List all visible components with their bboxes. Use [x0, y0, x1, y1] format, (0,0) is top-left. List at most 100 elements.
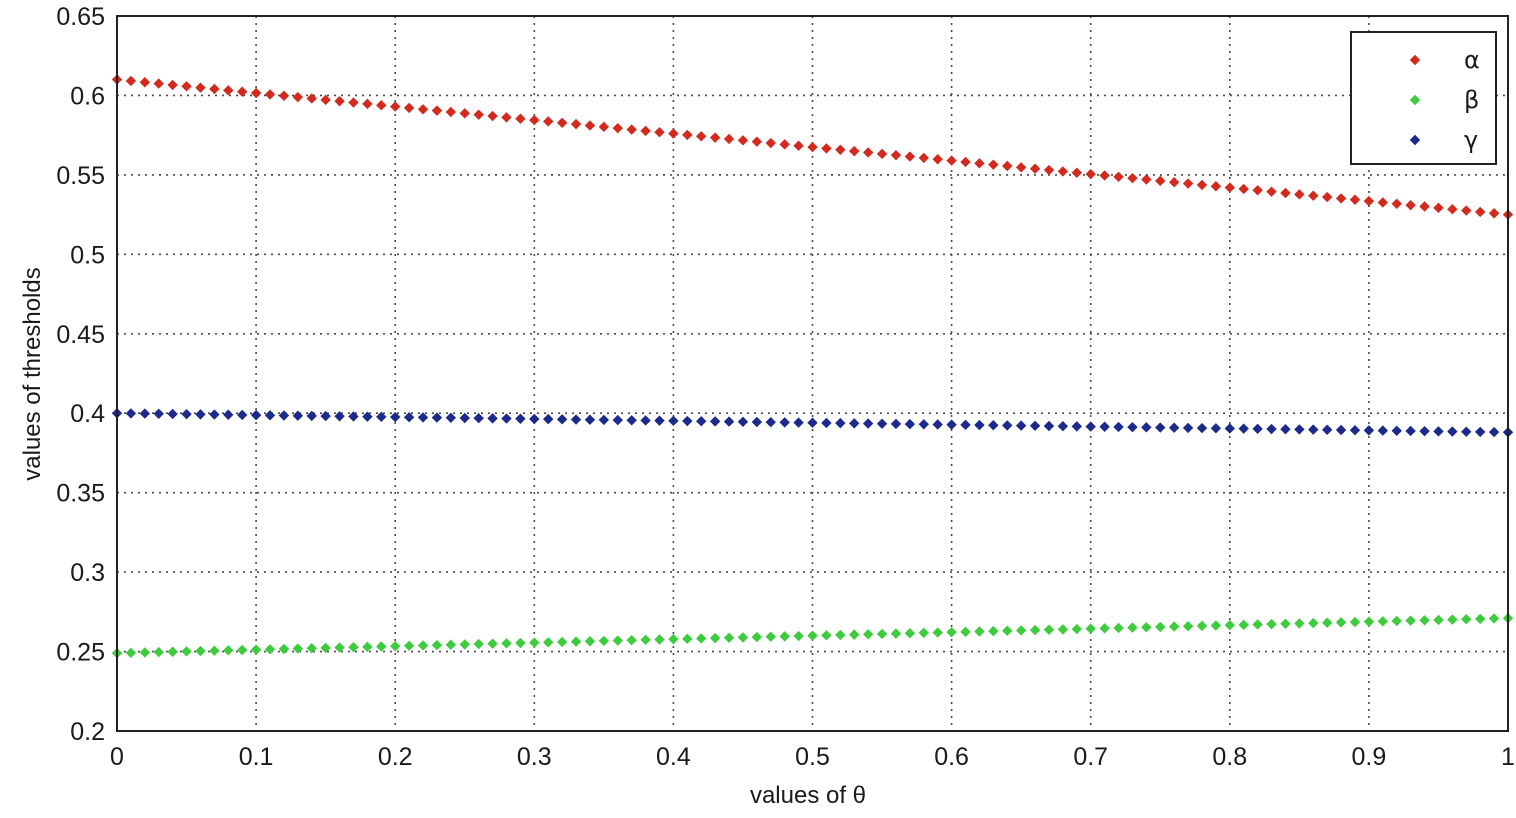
data-point	[821, 143, 832, 154]
data-point	[1224, 423, 1235, 434]
data-point	[125, 408, 137, 419]
data-point	[1363, 616, 1375, 627]
data-point	[765, 631, 776, 642]
legend-label: α	[1464, 46, 1480, 74]
data-point	[431, 639, 443, 651]
data-point	[1002, 160, 1013, 172]
data-point	[835, 417, 846, 429]
data-point	[236, 409, 248, 421]
data-point	[793, 630, 804, 642]
data-point	[1391, 198, 1402, 210]
data-point	[1461, 205, 1472, 216]
legend: αβγ	[1350, 31, 1497, 165]
data-point	[723, 632, 735, 643]
data-point	[195, 82, 206, 93]
data-point	[348, 642, 359, 653]
data-point	[1363, 195, 1375, 207]
data-point	[751, 631, 763, 643]
data-point	[946, 155, 957, 166]
data-point	[529, 114, 540, 126]
data-point	[988, 625, 999, 637]
data-point	[362, 411, 373, 422]
data-point	[890, 628, 902, 639]
data-point	[640, 125, 651, 137]
data-point	[264, 410, 276, 421]
data-point	[974, 158, 985, 169]
data-point	[1252, 185, 1263, 196]
data-point	[1043, 164, 1055, 176]
data-point	[181, 81, 192, 92]
data-point	[1168, 422, 1180, 433]
data-point	[376, 100, 387, 111]
data-point	[570, 414, 582, 425]
data-point	[1071, 421, 1082, 432]
data-point	[876, 418, 888, 429]
data-point	[1419, 425, 1430, 437]
data-point	[835, 629, 846, 641]
data-point	[682, 415, 693, 427]
x-tick-label: 0.3	[517, 743, 552, 771]
data-point	[1461, 614, 1472, 625]
data-point	[626, 635, 637, 646]
series-2	[111, 612, 1514, 659]
data-point	[1127, 172, 1138, 184]
plot-frame	[116, 15, 1509, 732]
data-point	[1391, 615, 1402, 627]
x-tick-label: 0.4	[656, 743, 691, 771]
data-point	[473, 109, 484, 120]
data-point	[348, 97, 359, 108]
data-point	[1113, 622, 1124, 634]
data-point	[445, 639, 457, 650]
data-point	[904, 151, 916, 162]
data-point	[473, 638, 484, 650]
data-point	[640, 415, 651, 426]
data-point	[709, 132, 721, 143]
data-point	[862, 418, 874, 429]
data-point	[431, 105, 443, 116]
y-tick-label: 0.6	[70, 82, 105, 110]
data-point	[501, 638, 512, 649]
data-point	[209, 409, 220, 420]
data-point	[153, 78, 164, 89]
data-point	[1029, 624, 1041, 636]
data-point	[556, 414, 568, 425]
data-point	[181, 646, 192, 657]
data-point	[1363, 425, 1375, 436]
legend-label: β	[1464, 86, 1479, 114]
data-point	[1238, 619, 1249, 631]
data-point	[1405, 425, 1416, 437]
data-point	[403, 640, 415, 652]
data-point	[598, 635, 610, 647]
data-point	[1002, 420, 1013, 431]
data-point	[876, 148, 888, 160]
data-point	[487, 110, 498, 122]
y-tick-label: 0.35	[56, 480, 105, 508]
data-point	[459, 108, 470, 119]
y-tick-label: 0.65	[56, 3, 105, 31]
data-point	[1015, 625, 1027, 636]
data-point	[904, 418, 916, 430]
data-point	[723, 416, 735, 427]
data-point	[515, 637, 526, 649]
data-point	[584, 414, 596, 425]
data-point	[1113, 171, 1124, 182]
data-point	[598, 121, 610, 133]
data-point	[1141, 174, 1152, 185]
data-point	[1182, 422, 1194, 434]
data-point	[125, 75, 137, 87]
data-point	[1391, 425, 1402, 436]
data-point	[918, 627, 929, 639]
data-point	[250, 87, 262, 99]
data-point	[1029, 420, 1041, 432]
data-point	[1488, 613, 1500, 624]
legend-box	[1350, 31, 1497, 165]
data-point	[876, 628, 888, 640]
data-point	[570, 118, 582, 130]
data-point	[487, 638, 498, 649]
data-point	[390, 640, 401, 652]
data-point	[654, 127, 665, 138]
data-point	[640, 634, 651, 646]
data-point	[334, 411, 345, 422]
data-point	[668, 633, 679, 645]
data-point	[125, 647, 137, 658]
